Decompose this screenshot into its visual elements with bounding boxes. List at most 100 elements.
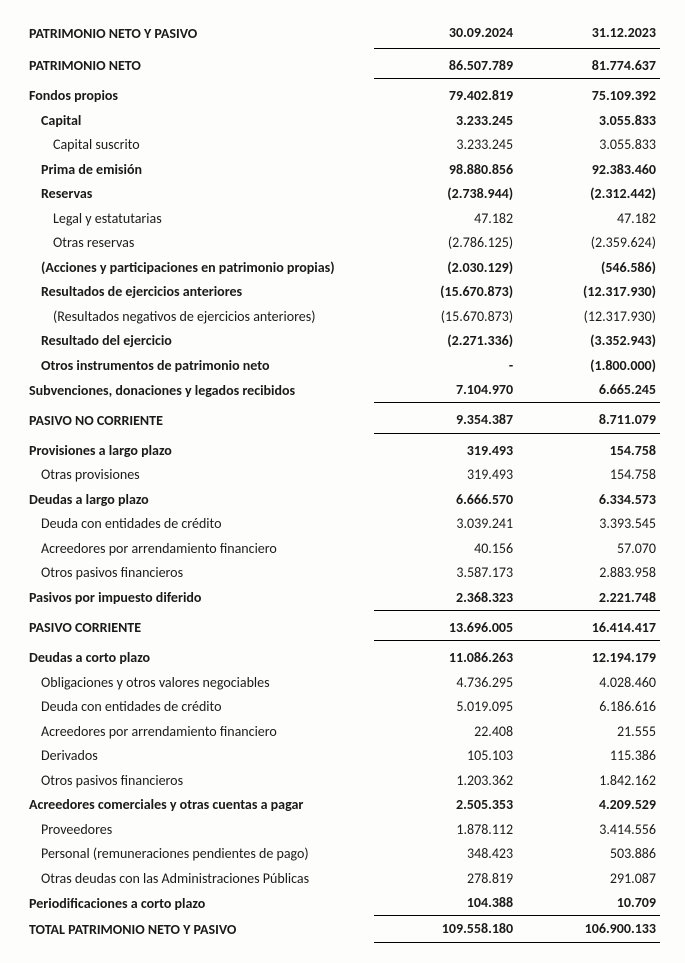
- cell-label: Capital: [25, 108, 374, 133]
- cell-label: Reservas: [25, 182, 374, 207]
- cell-label: Deuda con entidades de crédito: [25, 512, 374, 537]
- cell-v2: (12.317.930): [517, 280, 660, 305]
- cell-v2: 291.087: [517, 866, 660, 891]
- cell-v1: 79.402.819: [374, 79, 517, 109]
- cell-v1: (15.670.873): [374, 304, 517, 329]
- table-row: Proveedores 1.878.112 3.414.556: [25, 817, 660, 842]
- cell-v2: 8.711.079: [517, 403, 660, 434]
- table-row: Legal y estatutarias 47.182 47.182: [25, 206, 660, 231]
- cell-v2: 75.109.392: [517, 79, 660, 109]
- table-row: Acreedores por arrendamiento financiero …: [25, 719, 660, 744]
- cell-v2: 6.186.616: [517, 695, 660, 720]
- cell-v2: 154.758: [517, 463, 660, 488]
- cell-label: PASIVO NO CORRIENTE: [25, 403, 374, 434]
- cell-v1: 9.354.387: [374, 403, 517, 434]
- cell-v2: 92.383.460: [517, 157, 660, 182]
- table-row: Otros pasivos financieros 1.203.362 1.84…: [25, 768, 660, 793]
- cell-v1: 7.104.970: [374, 378, 517, 403]
- table-row: Deuda con entidades de crédito 5.019.095…: [25, 695, 660, 720]
- cell-label: Pasivos por impuesto diferido: [25, 585, 374, 610]
- cell-label: PATRIMONIO NETO: [25, 48, 374, 79]
- table-row: Acreedores comerciales y otras cuentas a…: [25, 793, 660, 818]
- cell-label: Otros instrumentos de patrimonio neto: [25, 353, 374, 378]
- cell-label: Resultado del ejercicio: [25, 329, 374, 354]
- table-row: Otras reservas (2.786.125) (2.359.624): [25, 231, 660, 256]
- cell-label: Periodificaciones a corto plazo: [25, 891, 374, 916]
- total-row: TOTAL PATRIMONIO NETO Y PASIVO 109.558.1…: [25, 916, 660, 943]
- table-row: Deudas a largo plazo 6.666.570 6.334.573: [25, 487, 660, 512]
- cell-v2: 81.774.637: [517, 48, 660, 79]
- table-row: Fondos propios 79.402.819 75.109.392: [25, 79, 660, 109]
- cell-v1: 11.086.263: [374, 641, 517, 671]
- table-row: Capital suscrito 3.233.245 3.055.833: [25, 133, 660, 158]
- cell-v1: 109.558.180: [374, 916, 517, 943]
- cell-v2: (12.317.930): [517, 304, 660, 329]
- cell-v2: 154.758: [517, 433, 660, 463]
- header-title: PATRIMONIO NETO Y PASIVO: [25, 20, 374, 48]
- cell-label: Subvenciones, donaciones y legados recib…: [25, 378, 374, 403]
- cell-v1: (2.030.129): [374, 255, 517, 280]
- cell-v2: (1.800.000): [517, 353, 660, 378]
- cell-v1: 86.507.789: [374, 48, 517, 79]
- cell-label: Acreedores por arrendamiento financiero: [25, 536, 374, 561]
- header-col1: 30.09.2024: [374, 20, 517, 48]
- cell-v1: 278.819: [374, 866, 517, 891]
- section-pasivo-no-corriente: PASIVO NO CORRIENTE 9.354.387 8.711.079: [25, 403, 660, 434]
- cell-v2: 3.055.833: [517, 108, 660, 133]
- cell-v1: 105.103: [374, 744, 517, 769]
- table-row: Otros pasivos financieros 3.587.173 2.88…: [25, 561, 660, 586]
- section-patrimonio-neto: PATRIMONIO NETO 86.507.789 81.774.637: [25, 48, 660, 79]
- cell-label: Proveedores: [25, 817, 374, 842]
- cell-v2: 10.709: [517, 891, 660, 916]
- table-row: Provisiones a largo plazo 319.493 154.75…: [25, 433, 660, 463]
- cell-label: Capital suscrito: [25, 133, 374, 158]
- table-row: Prima de emisión 98.880.856 92.383.460: [25, 157, 660, 182]
- cell-v1: 13.696.005: [374, 610, 517, 641]
- cell-v2: 3.414.556: [517, 817, 660, 842]
- cell-label: Provisiones a largo plazo: [25, 433, 374, 463]
- cell-v1: (2.271.336): [374, 329, 517, 354]
- cell-v1: -: [374, 353, 517, 378]
- cell-v1: 5.019.095: [374, 695, 517, 720]
- cell-label: Otras provisiones: [25, 463, 374, 488]
- cell-v2: 1.842.162: [517, 768, 660, 793]
- table-row: Reservas (2.738.944) (2.312.442): [25, 182, 660, 207]
- cell-label: Otras reservas: [25, 231, 374, 256]
- cell-v1: 1.878.112: [374, 817, 517, 842]
- cell-v1: 319.493: [374, 433, 517, 463]
- cell-label: Acreedores por arrendamiento financiero: [25, 719, 374, 744]
- cell-v1: 319.493: [374, 463, 517, 488]
- cell-v2: 21.555: [517, 719, 660, 744]
- cell-v1: 2.368.323: [374, 585, 517, 610]
- cell-v2: 6.334.573: [517, 487, 660, 512]
- cell-label: (Resultados negativos de ejercicios ante…: [25, 304, 374, 329]
- cell-v2: 503.886: [517, 842, 660, 867]
- table-row: Resultado del ejercicio (2.271.336) (3.3…: [25, 329, 660, 354]
- cell-label: Otras deudas con las Administraciones Pú…: [25, 866, 374, 891]
- cell-label: Deudas a largo plazo: [25, 487, 374, 512]
- cell-v1: 3.587.173: [374, 561, 517, 586]
- table-header-row: PATRIMONIO NETO Y PASIVO 30.09.2024 31.1…: [25, 20, 660, 48]
- table-row: Periodificaciones a corto plazo 104.388 …: [25, 891, 660, 916]
- cell-v1: (2.738.944): [374, 182, 517, 207]
- cell-label: Deudas a corto plazo: [25, 641, 374, 671]
- balance-table: PATRIMONIO NETO Y PASIVO 30.09.2024 31.1…: [25, 20, 660, 943]
- cell-v1: 47.182: [374, 206, 517, 231]
- cell-v2: 16.414.417: [517, 610, 660, 641]
- cell-v2: 115.386: [517, 744, 660, 769]
- cell-v1: 3.233.245: [374, 133, 517, 158]
- table-row: Otras deudas con las Administraciones Pú…: [25, 866, 660, 891]
- cell-v1: 4.736.295: [374, 670, 517, 695]
- table-row: Subvenciones, donaciones y legados recib…: [25, 378, 660, 403]
- cell-label: Acreedores comerciales y otras cuentas a…: [25, 793, 374, 818]
- cell-v1: 22.408: [374, 719, 517, 744]
- cell-v1: 348.423: [374, 842, 517, 867]
- table-row: Resultados de ejercicios anteriores (15.…: [25, 280, 660, 305]
- header-col2: 31.12.2023: [517, 20, 660, 48]
- cell-v2: 4.028.460: [517, 670, 660, 695]
- cell-v1: 98.880.856: [374, 157, 517, 182]
- table-row: Capital 3.233.245 3.055.833: [25, 108, 660, 133]
- cell-label: Personal (remuneraciones pendientes de p…: [25, 842, 374, 867]
- cell-v1: 3.039.241: [374, 512, 517, 537]
- cell-v2: 57.070: [517, 536, 660, 561]
